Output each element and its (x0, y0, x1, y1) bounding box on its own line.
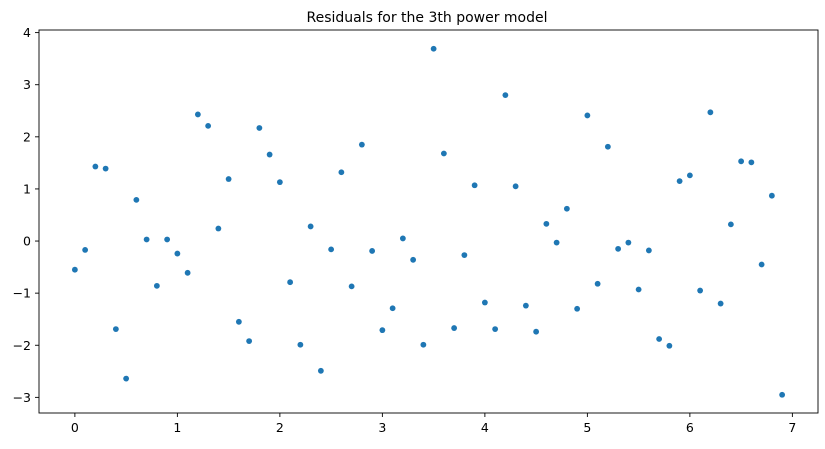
scatter-point (635, 286, 642, 293)
y-tick-label: 4 (23, 25, 31, 40)
scatter-point (133, 196, 140, 203)
scatter-point (276, 179, 283, 186)
scatter-point (174, 250, 181, 257)
plot-frame (38, 29, 819, 414)
scatter-point (461, 252, 468, 259)
chart-title: Residuals for the 3th power model (306, 10, 547, 26)
scatter-point (420, 341, 427, 348)
x-tick-label: 6 (686, 420, 694, 435)
y-tick-label: 2 (23, 129, 31, 144)
scatter-point (645, 247, 652, 254)
x-tick-label: 2 (276, 420, 284, 435)
x-tick-label: 4 (481, 420, 489, 435)
y-tick-label: −2 (13, 338, 31, 353)
scatter-point (102, 165, 109, 172)
scatter-point (522, 302, 529, 309)
scatter-point (563, 205, 570, 212)
scatter-point (369, 248, 376, 254)
scatter-point (451, 325, 458, 331)
scatter-point (543, 220, 550, 227)
scatter-point (656, 336, 663, 342)
scatter-point (235, 318, 242, 325)
scatter-point (471, 182, 478, 189)
scatter-point (71, 266, 78, 273)
scatter-point (707, 109, 714, 116)
scatter-point (153, 282, 160, 289)
scatter-point (440, 150, 447, 157)
scatter-point (533, 328, 540, 335)
scatter-point (92, 163, 99, 170)
scatter-point (287, 279, 294, 286)
x-tick-label: 7 (788, 420, 796, 435)
scatter-point (738, 158, 745, 165)
scatter-point (758, 261, 765, 268)
scatter-point (502, 92, 509, 99)
scatter-point (430, 45, 437, 52)
scatter-point (307, 223, 314, 230)
scatter-point (574, 305, 581, 312)
scatter-point (410, 256, 417, 263)
scatter-point (625, 239, 632, 246)
scatter-point (666, 342, 673, 349)
scatter-point (82, 246, 89, 253)
scatter-point (584, 112, 591, 119)
scatter-point (748, 159, 755, 166)
scatter-point (717, 300, 724, 307)
y-axis: −3 −2 −1 0 1 2 3 4 (13, 25, 39, 405)
x-tick-label: 3 (378, 420, 386, 435)
scatter-point (779, 391, 786, 398)
scatter-point (338, 169, 345, 176)
scatter-point (727, 221, 734, 228)
scatter-point (615, 245, 622, 252)
x-tick-label: 1 (173, 420, 181, 435)
y-tick-label: 3 (23, 77, 31, 92)
scatter-point (215, 225, 222, 232)
x-axis: 0 1 2 3 4 5 6 7 (71, 413, 796, 435)
data-points (71, 45, 786, 398)
x-tick-label: 0 (71, 420, 79, 435)
y-tick-label: −1 (13, 286, 31, 301)
scatter-point (604, 143, 611, 150)
scatter-point (164, 236, 171, 243)
scatter-point (492, 326, 499, 333)
scatter-point (553, 239, 560, 246)
scatter-point (697, 287, 704, 294)
scatter-point (297, 341, 304, 348)
y-tick-label: 1 (23, 181, 31, 196)
scatter-point (686, 172, 693, 179)
scatter-point (379, 327, 386, 334)
scatter-point (348, 283, 355, 290)
y-tick-label: −3 (13, 390, 31, 405)
scatter-point (143, 236, 150, 243)
y-tick-label: 0 (23, 234, 31, 249)
plot-area (38, 29, 819, 414)
scatter-point (256, 125, 263, 131)
scatter-point (512, 183, 519, 190)
scatter-point (481, 299, 488, 306)
scatter-point (358, 141, 365, 148)
scatter-point (317, 367, 324, 374)
scatter-point (112, 326, 119, 333)
scatter-point (225, 176, 232, 182)
x-tick-label: 5 (583, 420, 591, 435)
scatter-point (266, 151, 273, 158)
scatter-point (184, 269, 191, 276)
scatter-point (768, 192, 775, 199)
scatter-point (676, 178, 683, 185)
scatter-point (594, 280, 601, 287)
scatter-point (399, 235, 406, 242)
scatter-point (389, 305, 396, 312)
scatter-point (123, 375, 130, 382)
scatter-point (246, 338, 253, 344)
scatter-point (205, 122, 212, 129)
scatter-point (328, 246, 335, 253)
scatter-point (194, 111, 201, 118)
